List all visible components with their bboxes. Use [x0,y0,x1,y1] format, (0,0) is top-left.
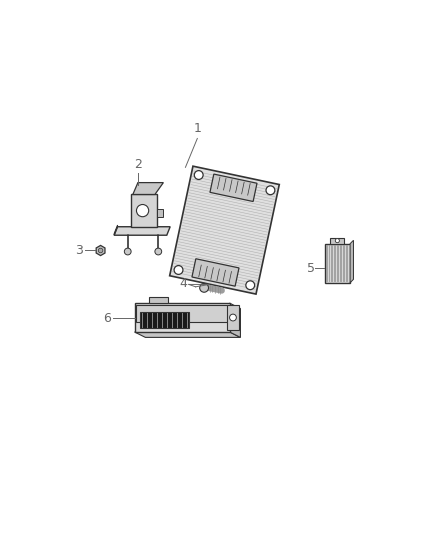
Circle shape [266,186,275,195]
Polygon shape [210,174,257,201]
Polygon shape [230,303,240,337]
Text: 1: 1 [194,122,201,135]
Circle shape [155,248,162,255]
Circle shape [336,239,339,243]
Circle shape [194,171,203,180]
Text: 3: 3 [75,244,83,257]
Polygon shape [96,245,105,256]
FancyBboxPatch shape [330,238,344,244]
Polygon shape [133,183,163,195]
Circle shape [174,265,183,274]
Polygon shape [114,227,170,235]
FancyBboxPatch shape [227,305,239,330]
Circle shape [98,248,103,253]
Polygon shape [156,209,162,217]
Polygon shape [192,259,239,286]
Text: 4: 4 [180,277,187,290]
FancyBboxPatch shape [149,297,168,303]
Text: 5: 5 [307,262,315,274]
Polygon shape [350,240,353,282]
Circle shape [124,248,131,255]
Polygon shape [134,332,240,337]
FancyBboxPatch shape [325,244,350,282]
Polygon shape [170,166,279,294]
FancyBboxPatch shape [140,312,189,328]
Circle shape [137,205,148,217]
Polygon shape [131,195,156,227]
Circle shape [200,284,208,292]
Text: 6: 6 [103,312,111,325]
Circle shape [230,314,237,321]
Text: 2: 2 [134,158,142,171]
FancyBboxPatch shape [136,305,228,322]
Polygon shape [114,225,117,235]
Circle shape [246,281,254,289]
FancyBboxPatch shape [134,303,230,332]
